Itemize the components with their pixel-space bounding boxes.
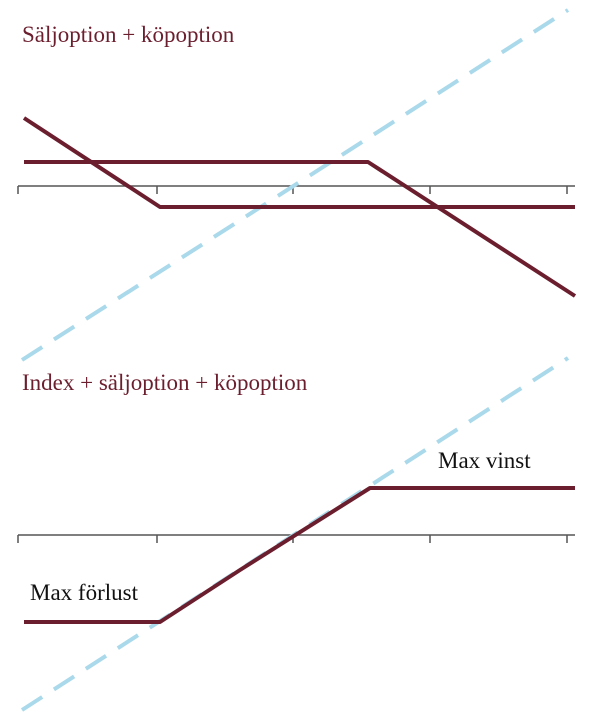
chart-title: Säljoption + köpoption	[22, 22, 235, 47]
max-gain-label: Max vinst	[438, 448, 531, 473]
combined-line	[24, 486, 575, 624]
call-line	[24, 160, 577, 298]
axis	[17, 185, 575, 194]
chart-title: Index + säljoption + köpoption	[22, 370, 308, 395]
top-chart: Säljoption + köpoption	[17, 8, 577, 362]
index-line	[20, 8, 570, 362]
bottom-chart: Index + säljoption + köpoption Max vinst…	[17, 356, 575, 712]
max-loss-label: Max förlust	[30, 580, 139, 605]
